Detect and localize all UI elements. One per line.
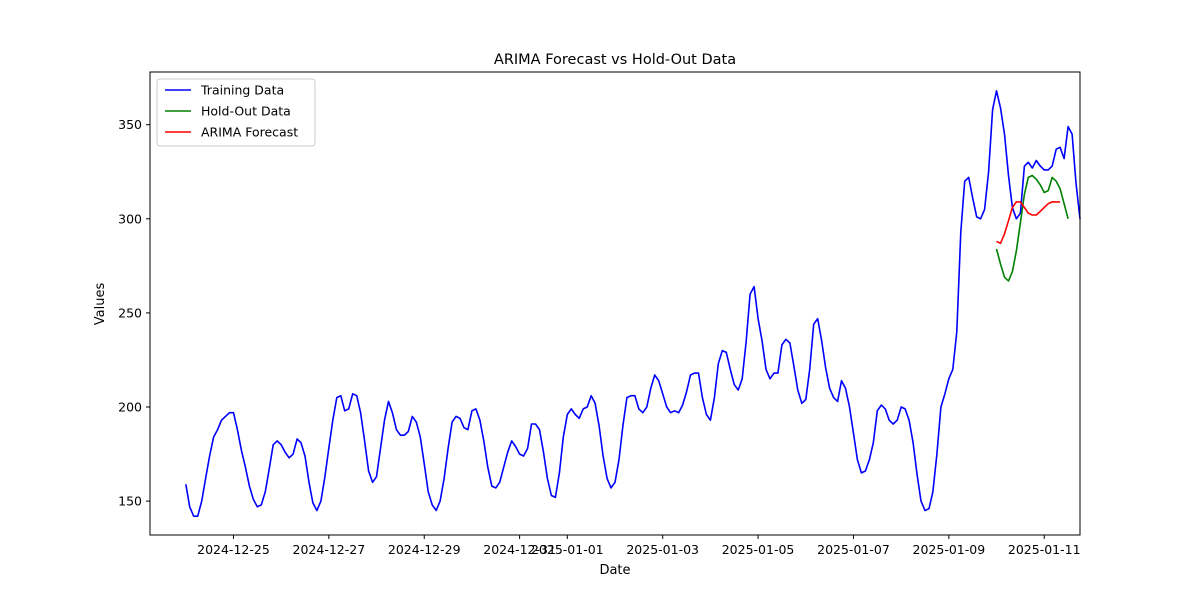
x-axis: 2024-12-25 2024-12-27 2024-12-29 2024-12-31…: [197, 535, 1081, 557]
series-line-1: [995, 174, 1069, 282]
legend-box: [156, 78, 316, 147]
y-tick-label: 200: [118, 400, 142, 415]
y-tick-label: 350: [118, 117, 142, 132]
legend-entry-label: ARIMA Forecast: [201, 125, 298, 140]
series-line-2: [996, 201, 1061, 245]
y-tick-label: 150: [118, 494, 142, 509]
x-tick-label: 2025-01-09: [913, 542, 986, 557]
x-tick-label: 2024-12-27: [293, 542, 366, 557]
x-tick-label: 2025-01-01: [531, 542, 604, 557]
legend-entry-label: Training Data: [200, 83, 284, 98]
y-axis: 150 200 250 300 350: [118, 117, 150, 509]
chart-title: ARIMA Forecast vs Hold-Out Data: [494, 52, 736, 68]
legend: Training Data Hold-Out Data ARIMA Forecast: [156, 78, 316, 147]
y-tick-label: 300: [118, 211, 142, 226]
y-tick-label: 250: [118, 305, 142, 320]
x-tick-label: 2024-12-29: [388, 542, 461, 557]
legend-entry-label: Hold-Out Data: [201, 104, 291, 119]
series-line-0: [185, 90, 1081, 517]
x-tick-label: 2025-01-11: [1008, 542, 1081, 557]
x-tick-label: 2025-01-03: [626, 542, 699, 557]
x-tick-label: 2025-01-07: [817, 542, 890, 557]
series-layer: [185, 90, 1081, 517]
y-axis-label: Values: [93, 283, 108, 326]
x-tick-label: 2025-01-05: [722, 542, 795, 557]
x-tick-label: 2024-12-25: [197, 542, 270, 557]
x-axis-label: Date: [599, 563, 630, 578]
plot-area-frame: [149, 71, 1081, 536]
x-tick-label: 2024-12-31: [483, 542, 556, 557]
